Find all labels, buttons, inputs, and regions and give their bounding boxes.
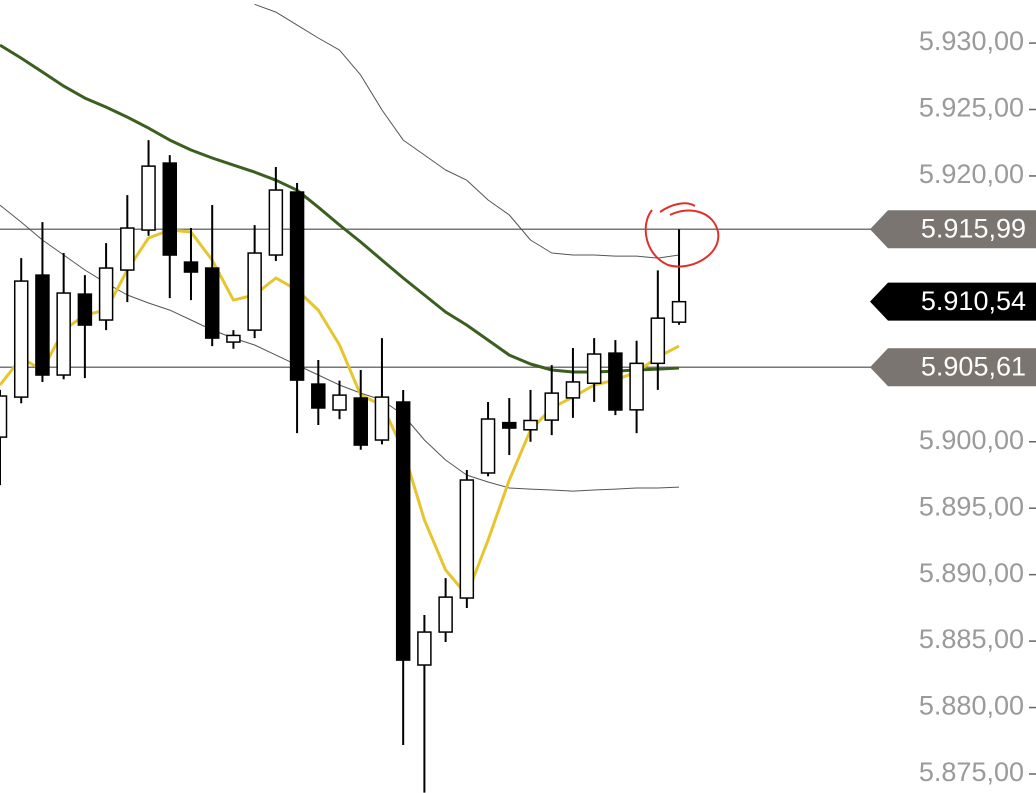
red-circle xyxy=(644,209,720,268)
candle-body xyxy=(480,418,496,474)
candle-body xyxy=(162,162,178,256)
candle-body xyxy=(353,397,368,446)
y-tick-label: 5.920,00 xyxy=(919,159,1024,189)
candle-body xyxy=(565,381,581,399)
y-tick-label: 5.925,00 xyxy=(919,93,1024,123)
price-tag-label: 5.915,99 xyxy=(921,213,1026,243)
candle-body xyxy=(502,421,517,429)
candle-body xyxy=(459,479,475,599)
indicator-line xyxy=(0,43,680,374)
candle-body xyxy=(120,227,135,271)
price-tag-label: 5.910,54 xyxy=(921,286,1026,316)
candle-body xyxy=(289,191,305,381)
y-tick-label: 5.875,00 xyxy=(919,757,1024,787)
y-tick-label: 5.900,00 xyxy=(919,425,1024,455)
red-stroke xyxy=(659,202,696,213)
candle-body xyxy=(247,252,262,331)
candle-body xyxy=(56,292,71,376)
candle-body xyxy=(35,274,50,376)
candle-body xyxy=(98,267,114,321)
candle-body xyxy=(544,392,559,421)
y-tick-label: 5.890,00 xyxy=(919,558,1024,588)
candle-body xyxy=(183,261,199,273)
price-tag-label: 5.905,61 xyxy=(921,351,1026,381)
price-tag xyxy=(870,282,1036,321)
candle-body xyxy=(417,631,432,666)
candle-body xyxy=(374,396,390,441)
price-tag-layer: 5.915,99 5.910,54 5.905,61 xyxy=(870,210,1036,387)
y-tick-label: 5.885,00 xyxy=(919,624,1024,654)
candle-body xyxy=(311,383,326,409)
candle-body xyxy=(586,353,602,385)
candle-body xyxy=(608,352,623,411)
candle-body xyxy=(77,293,93,326)
candle-layer xyxy=(0,140,687,793)
candle-body xyxy=(650,317,666,365)
candle-body xyxy=(13,280,29,398)
y-tick-label: 5.895,00 xyxy=(919,491,1024,521)
price-tag xyxy=(870,210,1036,249)
candle-body xyxy=(523,419,538,431)
indicator-line xyxy=(254,3,680,259)
candle-body xyxy=(268,189,284,256)
annotation xyxy=(644,202,720,268)
axis-layer: 5.930,00 5.925,00 5.920,00 5.900,00 5.895,00… xyxy=(0,26,1036,787)
y-tick-label: 5.880,00 xyxy=(919,691,1024,721)
candle-body xyxy=(332,394,347,411)
candle-body xyxy=(395,401,411,661)
candle-body xyxy=(438,596,453,633)
candle-body xyxy=(0,395,8,438)
price-tag xyxy=(870,348,1036,387)
y-tick-label: 5.930,00 xyxy=(919,26,1024,56)
candle-body xyxy=(629,362,644,411)
candle-body xyxy=(141,165,156,231)
candle-body xyxy=(671,300,687,323)
candle-body xyxy=(204,267,220,339)
candle-body xyxy=(226,334,241,343)
